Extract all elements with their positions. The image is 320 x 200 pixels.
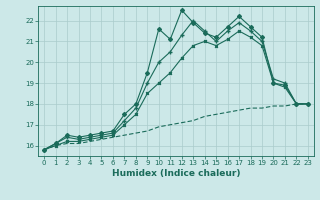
X-axis label: Humidex (Indice chaleur): Humidex (Indice chaleur) [112, 169, 240, 178]
